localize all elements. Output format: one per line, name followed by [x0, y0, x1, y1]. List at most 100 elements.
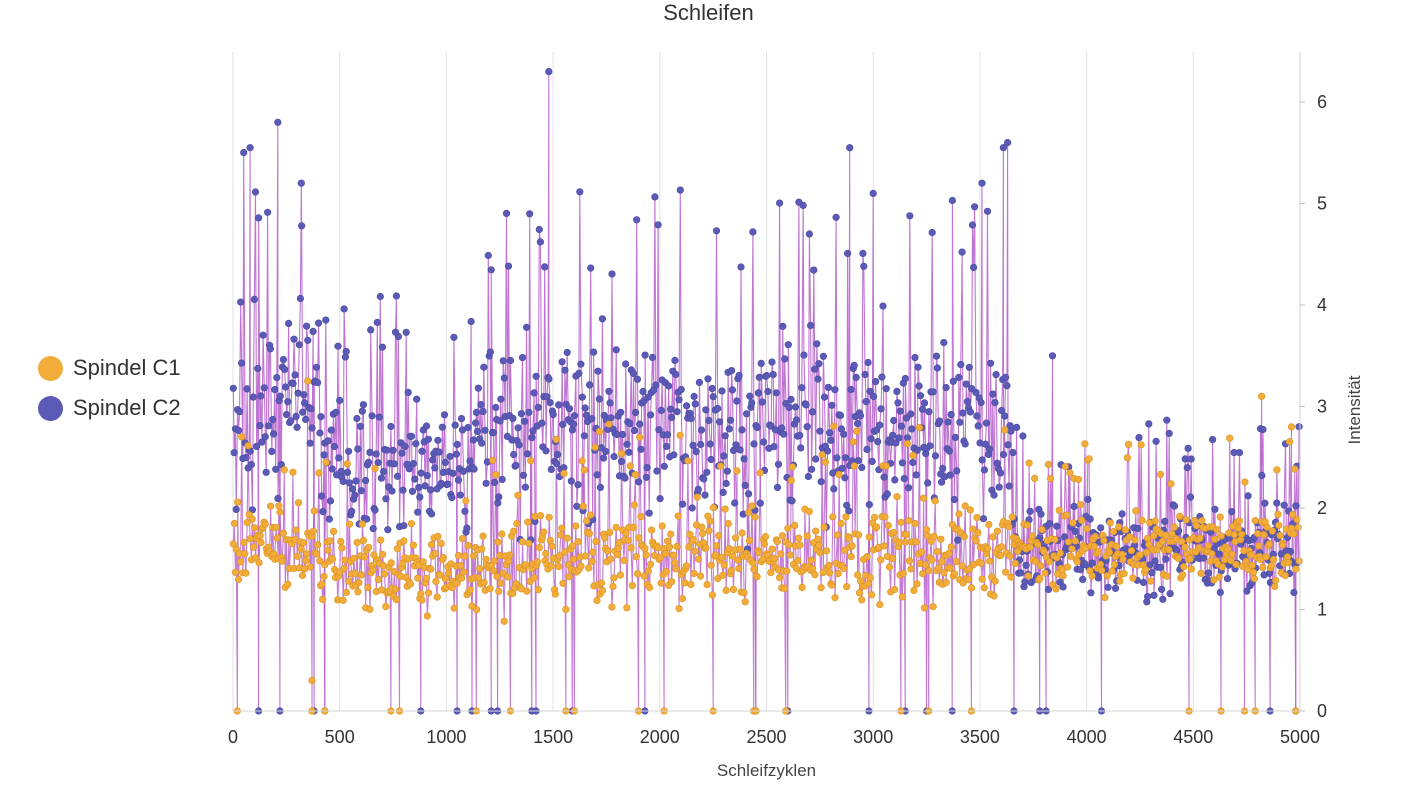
- point-spindel-c1: [246, 535, 254, 543]
- point-spindel-c2: [723, 467, 731, 475]
- point-spindel-c1: [998, 543, 1006, 551]
- legend-item-spindel-c2[interactable]: Spindel C2: [38, 388, 181, 428]
- point-spindel-c2: [545, 375, 553, 383]
- point-spindel-c2: [593, 471, 601, 479]
- point-spindel-c2: [815, 360, 823, 368]
- point-spindel-c2: [497, 395, 505, 403]
- point-spindel-c2: [662, 442, 671, 451]
- legend-item-spindel-c1[interactable]: Spindel C1: [38, 348, 181, 388]
- point-spindel-c1: [469, 552, 478, 560]
- point-spindel-c1: [610, 574, 618, 582]
- point-spindel-c1: [1255, 542, 1263, 550]
- point-spindel-c2: [722, 479, 730, 488]
- point-spindel-c1: [230, 519, 238, 528]
- point-spindel-c2: [1187, 455, 1195, 463]
- point-spindel-c1: [751, 513, 759, 521]
- point-spindel-c2: [543, 393, 551, 401]
- point-spindel-c1: [821, 458, 830, 466]
- point-spindel-c2: [961, 440, 969, 448]
- point-spindel-c2: [850, 361, 858, 370]
- point-spindel-c2: [515, 441, 523, 449]
- point-spindel-c2: [383, 446, 391, 454]
- point-spindel-c2: [330, 442, 339, 451]
- point-spindel-c1: [734, 556, 742, 564]
- point-spindel-c1: [466, 586, 474, 594]
- point-spindel-c2: [578, 393, 586, 401]
- point-spindel-c1: [690, 569, 698, 578]
- point-spindel-c2: [820, 393, 829, 401]
- point-spindel-c1: [577, 562, 585, 570]
- x-tick-label: 4500: [1173, 727, 1213, 747]
- point-spindel-c2: [654, 221, 662, 229]
- point-spindel-c2: [1223, 574, 1232, 583]
- point-spindel-c2: [894, 399, 902, 407]
- point-spindel-c2: [641, 351, 649, 359]
- point-spindel-c1: [1165, 546, 1173, 554]
- point-spindel-c1: [1132, 507, 1140, 515]
- point-spindel-c1: [865, 533, 873, 541]
- point-spindel-c2: [264, 208, 272, 216]
- x-tick-label: 4000: [1067, 727, 1107, 747]
- y-tick-label: 5: [1317, 194, 1327, 214]
- point-spindel-c2: [792, 416, 801, 424]
- point-spindel-c2: [375, 413, 383, 421]
- point-spindel-c1: [842, 513, 850, 521]
- point-spindel-c2: [523, 450, 532, 458]
- point-spindel-c1: [586, 511, 595, 519]
- point-spindel-c1: [686, 530, 694, 539]
- point-spindel-c1: [504, 557, 513, 565]
- point-spindel-c1: [705, 527, 713, 535]
- point-spindel-c2: [366, 448, 374, 457]
- point-spindel-c2: [452, 450, 461, 458]
- point-spindel-c2: [972, 388, 980, 397]
- point-spindel-c2: [577, 360, 585, 368]
- point-spindel-c1: [589, 548, 597, 556]
- point-spindel-c1: [609, 582, 617, 591]
- point-spindel-c1: [675, 604, 683, 613]
- point-spindel-c1: [969, 525, 977, 533]
- point-spindel-c2: [487, 266, 495, 274]
- point-spindel-c1: [1259, 563, 1267, 572]
- point-spindel-c2: [260, 384, 268, 392]
- point-spindel-c2: [802, 401, 810, 409]
- point-spindel-c2: [1243, 587, 1251, 595]
- point-spindel-c2: [472, 419, 480, 427]
- point-spindel-c1: [592, 537, 600, 546]
- point-spindel-c1: [604, 547, 612, 555]
- point-spindel-c2: [861, 370, 869, 379]
- point-spindel-c1: [433, 593, 441, 601]
- point-spindel-c1: [490, 557, 499, 565]
- point-spindel-c1: [672, 565, 680, 573]
- point-spindel-c2: [622, 360, 630, 368]
- point-spindel-c1: [1176, 512, 1184, 521]
- point-spindel-c2: [246, 144, 254, 152]
- point-spindel-c1: [489, 456, 497, 465]
- point-spindel-c2: [715, 418, 724, 426]
- point-spindel-c1: [676, 431, 684, 439]
- point-spindel-c2: [704, 375, 712, 383]
- point-spindel-c2: [287, 417, 295, 425]
- point-spindel-c2: [797, 444, 805, 452]
- point-spindel-c1: [942, 578, 950, 587]
- point-spindel-c2: [843, 249, 852, 257]
- point-spindel-c1: [1182, 516, 1190, 524]
- point-spindel-c2: [913, 446, 921, 454]
- point-spindel-c2: [845, 507, 853, 515]
- point-spindel-c1: [1241, 478, 1249, 486]
- point-spindel-c2: [865, 501, 873, 509]
- point-spindel-c1: [379, 550, 387, 559]
- point-spindel-c2: [769, 371, 777, 379]
- point-spindel-c2: [877, 405, 885, 413]
- point-spindel-c2: [1097, 524, 1105, 532]
- point-spindel-c1: [940, 569, 948, 577]
- point-spindel-c2: [1211, 505, 1219, 513]
- point-spindel-c2: [978, 456, 986, 464]
- point-spindel-c2: [414, 508, 422, 516]
- point-spindel-c2: [552, 460, 561, 468]
- point-spindel-c2: [369, 524, 377, 533]
- point-spindel-c2: [949, 377, 957, 385]
- point-spindel-c1: [276, 508, 284, 516]
- point-spindel-c1: [691, 547, 699, 555]
- point-spindel-c1: [913, 580, 921, 588]
- point-spindel-c1: [831, 594, 839, 602]
